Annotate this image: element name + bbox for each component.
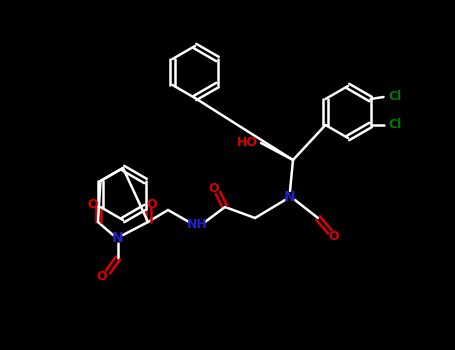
Text: HO: HO xyxy=(237,136,258,149)
Text: O: O xyxy=(209,182,219,196)
Text: Cl: Cl xyxy=(388,119,401,132)
Text: Cl: Cl xyxy=(388,91,401,104)
Text: O: O xyxy=(96,270,107,282)
Text: O: O xyxy=(88,197,98,210)
Text: N: N xyxy=(112,231,124,245)
Text: NH: NH xyxy=(187,218,207,231)
Text: O: O xyxy=(147,197,157,210)
Text: N: N xyxy=(284,190,296,204)
Text: O: O xyxy=(329,230,339,243)
